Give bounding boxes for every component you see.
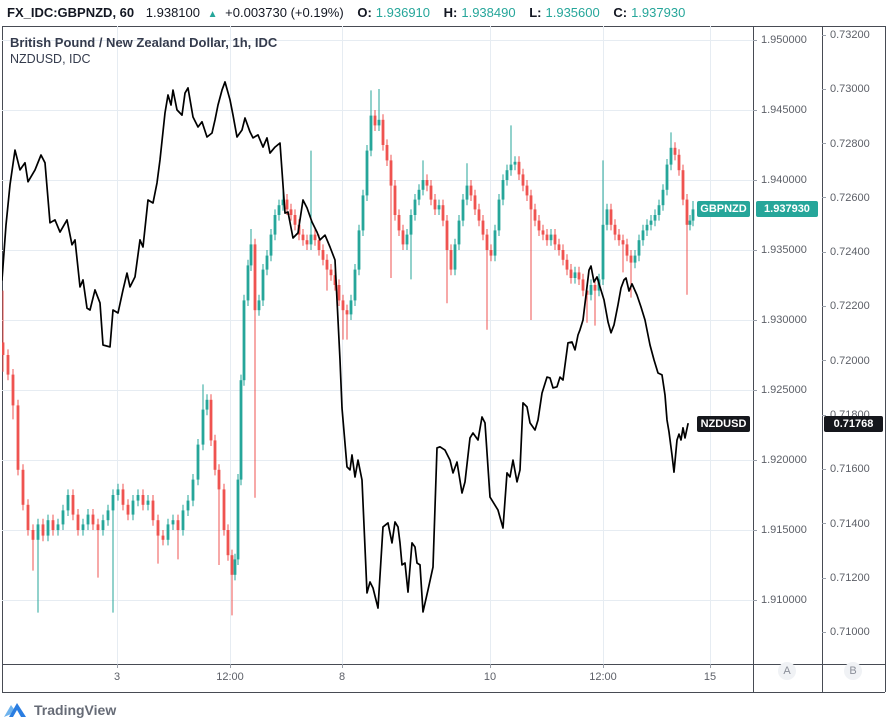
price-axis-gbpnzd[interactable]: 1.937930 1.950000 1.945000 1.940000 1.93500… [753,26,822,664]
time-tick-label: 15 [703,671,717,683]
tradingview-logo-icon[interactable] [4,702,28,718]
price-tick-label: 1.935000 [753,243,807,257]
footer: TradingView [4,700,116,720]
nzdusd-series-tag: NZDUSD [697,415,750,432]
price-tick-label: 1.920000 [753,453,807,467]
frame-right-border [885,26,886,692]
gbpnzd-price-tag: 1.937930 [756,200,818,217]
legend: British Pound / New Zealand Dollar, 1h, … [10,34,277,68]
time-axis[interactable]: 3 12:00 8 10 12:00 15 [2,664,885,692]
time-tick-label: 3 [113,671,121,683]
chart-plot-area[interactable]: GBPNZD NZDUSD [2,26,753,664]
time-axis-bottom-border [2,692,885,693]
price-tick-label: 1.915000 [753,523,807,537]
plot-canvas[interactable] [2,26,753,664]
open-value: 1.936910 [375,5,431,20]
symbol-interval: FX_IDC:GBPNZD, 60 [7,5,135,20]
price-change: +0.003730 (+0.19%) [225,5,344,20]
price-tick-label: 1.945000 [753,103,807,117]
high-value: 1.938490 [461,5,516,20]
time-tick-mark [342,664,343,668]
price-tick-label: 1.925000 [753,383,807,397]
time-axis-top-border [2,664,885,665]
price-tick-label: 0.71600 [822,462,870,476]
scale-a-button[interactable]: A [778,662,796,680]
price-tick-label: 0.71000 [822,625,870,639]
time-tick-mark [117,664,118,668]
tradingview-brand-text[interactable]: TradingView [34,702,117,718]
scale-b-button[interactable]: B [844,662,862,680]
price-tick-label: 1.940000 [753,173,807,187]
price-tick-label: 1.950000 [753,33,807,47]
up-triangle-icon: ▲ [207,9,218,20]
price-tick-label: 0.72600 [822,191,870,205]
time-tick-mark [710,664,711,668]
time-tick-mark [603,664,604,668]
time-tick-label: 8 [338,671,346,683]
low-value: 1.935600 [545,5,600,20]
legend-main-series[interactable]: British Pound / New Zealand Dollar, 1h, … [10,35,278,50]
legend-overlay-series[interactable]: NZDUSD, IDC [10,52,91,66]
time-tick-label: 12:00 [216,671,244,683]
last-price: 1.938100 [145,5,200,20]
price-tick-label: 0.73200 [822,28,870,42]
price-scale-separator-1 [753,26,754,692]
time-tick-label: 10 [483,671,497,683]
nzdusd-price-tag: 0.71768 [824,415,883,432]
price-tick-label: 0.73000 [822,82,870,96]
price-tick-label: 0.72800 [822,137,870,151]
close-value: 1.937930 [631,5,686,20]
price-tick-label: 0.72400 [822,245,870,259]
frame-top-border [2,26,885,27]
price-tick-label: 0.72000 [822,354,870,368]
price-axis-nzdusd[interactable]: 0.71768 0.73200 0.73000 0.72800 0.72600 0.72… [822,26,885,664]
close-label: C: [613,5,628,20]
open-label: O: [357,5,372,20]
time-tick-mark [230,664,231,668]
time-tick-mark [490,664,491,668]
price-tick-label: 1.910000 [753,593,807,607]
price-tick-label: 0.71400 [822,517,870,531]
quote-bar: FX_IDC:GBPNZD, 60 1.938100 ▲ +0.003730 (… [7,5,689,23]
gbpnzd-series-tag: GBPNZD [697,200,750,217]
price-tick-label: 1.930000 [753,313,807,327]
price-tick-label: 0.71200 [822,571,870,585]
low-label: L: [529,5,542,20]
high-label: H: [443,5,458,20]
time-tick-label: 12:00 [589,671,617,683]
price-tick-label: 0.72200 [822,299,870,313]
